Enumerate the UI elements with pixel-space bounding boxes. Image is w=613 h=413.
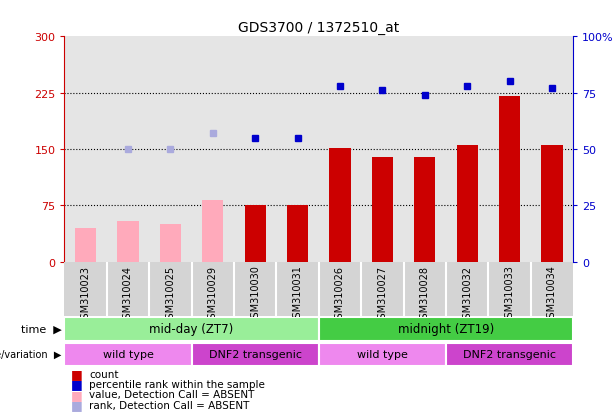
Text: wild type: wild type — [357, 349, 408, 360]
Bar — [276, 37, 319, 262]
Text: percentile rank within the sample: percentile rank within the sample — [89, 379, 265, 389]
Text: value, Detection Call = ABSENT: value, Detection Call = ABSENT — [89, 389, 254, 399]
Bar — [319, 317, 573, 341]
Bar — [117, 221, 139, 262]
Bar — [499, 97, 520, 262]
Text: wild type: wild type — [102, 349, 153, 360]
Bar — [446, 343, 573, 366]
Bar — [149, 37, 192, 262]
Text: ■: ■ — [70, 388, 82, 401]
Text: GSM310025: GSM310025 — [166, 265, 175, 324]
Text: count: count — [89, 369, 118, 379]
Text: GSM310026: GSM310026 — [335, 265, 345, 324]
Bar — [371, 157, 393, 262]
Bar — [489, 37, 531, 262]
Bar — [287, 206, 308, 262]
Text: GSM310029: GSM310029 — [208, 265, 218, 324]
Text: GSM310032: GSM310032 — [462, 265, 472, 324]
Bar — [329, 148, 351, 262]
Text: GSM310033: GSM310033 — [504, 265, 514, 324]
Bar — [531, 37, 573, 262]
Text: DNF2 transgenic: DNF2 transgenic — [463, 349, 556, 360]
Text: GSM310024: GSM310024 — [123, 265, 133, 324]
Text: GSM310028: GSM310028 — [420, 265, 430, 324]
Bar — [64, 317, 319, 341]
Bar — [64, 343, 191, 366]
Text: rank, Detection Call = ABSENT: rank, Detection Call = ABSENT — [89, 400, 249, 410]
Bar — [403, 37, 446, 262]
Bar — [457, 146, 478, 262]
Text: midnight (ZT19): midnight (ZT19) — [398, 323, 494, 335]
Bar — [234, 37, 276, 262]
Text: GSM310027: GSM310027 — [378, 265, 387, 324]
Bar — [414, 157, 435, 262]
Text: DNF2 transgenic: DNF2 transgenic — [208, 349, 302, 360]
Bar — [245, 206, 266, 262]
Bar — [191, 37, 234, 262]
Bar — [541, 146, 563, 262]
Text: GSM310030: GSM310030 — [250, 265, 260, 324]
Text: GSM310034: GSM310034 — [547, 265, 557, 324]
Text: ■: ■ — [70, 367, 82, 380]
Bar — [319, 37, 361, 262]
Text: mid-day (ZT7): mid-day (ZT7) — [150, 323, 234, 335]
Text: GSM310023: GSM310023 — [80, 265, 91, 324]
Text: genotype/variation  ▶: genotype/variation ▶ — [0, 349, 61, 360]
Bar — [361, 37, 403, 262]
Bar — [202, 201, 223, 262]
Bar — [75, 228, 96, 262]
Bar — [64, 37, 107, 262]
Text: ■: ■ — [70, 398, 82, 411]
Bar — [446, 37, 489, 262]
Text: ■: ■ — [70, 377, 82, 391]
Bar — [160, 225, 181, 262]
Title: GDS3700 / 1372510_at: GDS3700 / 1372510_at — [238, 21, 400, 35]
Text: GSM310031: GSM310031 — [292, 265, 303, 324]
Text: time  ▶: time ▶ — [21, 324, 61, 334]
Bar — [319, 343, 446, 366]
Bar — [107, 37, 149, 262]
Bar — [191, 343, 319, 366]
